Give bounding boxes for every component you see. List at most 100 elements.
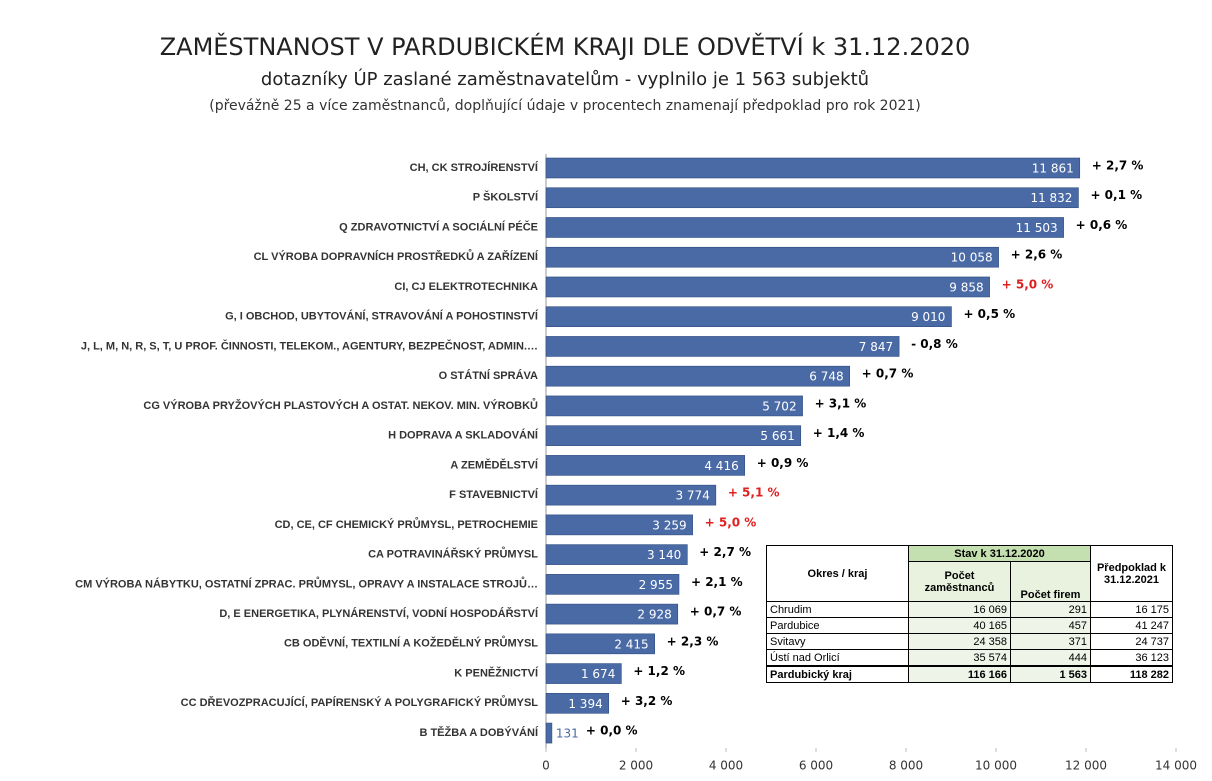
bar xyxy=(545,425,802,446)
category-label: H DOPRAVA A SKLADOVÁNÍ xyxy=(388,429,539,442)
bar xyxy=(545,544,688,565)
table-cell: 16 175 xyxy=(1090,601,1173,618)
change-label: + 0,1 % xyxy=(1090,188,1142,202)
category-label: CL VÝROBA DOPRAVNÍCH PROSTŘEDKŮ A ZAŘÍZE… xyxy=(254,249,539,263)
chart-title: ZAMĚSTNANOST V PARDUBICKÉM KRAJI DLE ODV… xyxy=(160,32,971,61)
category-label: CB ODĚVNÍ, TEXTILNÍ A KOŽEDĚLNÝ PRŮMYSL xyxy=(284,636,538,650)
table-cell: 41 247 xyxy=(1090,617,1173,634)
category-label: J, L, M, N, R, S, T, U PROF. ČINNOSTI, T… xyxy=(81,339,538,352)
category-label: B TĚŽBA A DOBÝVÁNÍ xyxy=(419,726,539,739)
summary-table: Okres / kraj Stav k 31.12.2020 Předpokla… xyxy=(766,545,1173,683)
table-body: Chrudim 16 069 291 16 175 Pardubice 40 165 457… xyxy=(766,601,1173,683)
value-label: 7 847 xyxy=(859,340,893,354)
category-label: CH, CK STROJÍRENSTVÍ xyxy=(410,161,539,174)
value-label: 10 058 xyxy=(951,251,993,265)
bar xyxy=(545,395,803,417)
change-label: + 0,9 % xyxy=(757,456,809,470)
category-label: CI, CJ ELEKTROTECHNIKA xyxy=(394,281,538,293)
bar xyxy=(545,484,717,506)
value-label: 2 955 xyxy=(639,578,673,592)
bar xyxy=(545,633,655,655)
table-cell: Ústí nad Orlicí xyxy=(766,649,909,667)
change-label: + 2,3 % xyxy=(667,634,719,648)
bar xyxy=(545,365,850,387)
bar xyxy=(545,603,679,625)
table-row: Ústí nad Orlicí 35 574 444 36 123 xyxy=(766,649,1173,667)
table-cell: 457 xyxy=(1010,617,1091,634)
table-cell: Chrudim xyxy=(766,601,909,618)
value-label: 11 503 xyxy=(1016,221,1058,235)
change-label: + 5,0 % xyxy=(705,515,757,529)
category-label: CC DŘEVOZPRACUJÍCÍ, PAPÍRENSKÝ A POLYGRA… xyxy=(181,695,539,709)
table-cell: Pardubice xyxy=(766,617,909,634)
value-label: 1 674 xyxy=(581,667,615,681)
value-label: 1 394 xyxy=(568,697,602,711)
bar xyxy=(545,574,680,595)
value-label: 5 661 xyxy=(760,429,794,443)
bar xyxy=(545,276,990,298)
value-label: 5 702 xyxy=(762,399,796,413)
bar xyxy=(545,336,900,357)
table-cell: 24 358 xyxy=(908,633,1011,650)
category-label: CD, CE, CF CHEMICKÝ PRŮMYSL, PETROCHEMIE xyxy=(275,517,538,531)
change-label: + 5,0 % xyxy=(1002,277,1054,291)
category-label: P ŠKOLSTVÍ xyxy=(473,191,539,204)
change-label: + 3,1 % xyxy=(815,396,867,410)
x-tick-label: 12 000 xyxy=(1065,759,1107,773)
bar xyxy=(545,514,693,536)
bar xyxy=(545,217,1064,238)
category-label: A ZEMĚDĚLSTVÍ xyxy=(450,458,539,471)
chart-note: (převážně 25 a více zaměstnanců, doplňuj… xyxy=(209,98,921,114)
category-label: K PENĚŽNICTVÍ xyxy=(454,666,539,679)
table-cell: 371 xyxy=(1010,633,1091,650)
category-label: F STAVEBNICTVÍ xyxy=(449,488,539,501)
table-cell: 118 282 xyxy=(1090,665,1173,683)
table-cell: 291 xyxy=(1010,601,1091,618)
change-label: + 2,7 % xyxy=(1092,159,1144,173)
bar xyxy=(545,306,952,328)
change-label: + 2,7 % xyxy=(699,545,751,559)
category-label: O STÁTNÍ SPRÁVA xyxy=(439,369,538,382)
value-label: 4 416 xyxy=(704,459,738,473)
bar xyxy=(545,455,746,476)
value-label: 2 415 xyxy=(614,637,648,651)
change-label: + 0,5 % xyxy=(963,307,1015,321)
value-label: 11 861 xyxy=(1032,162,1074,176)
change-label: + 0,7 % xyxy=(690,605,742,619)
value-label: 11 832 xyxy=(1030,191,1072,205)
table-row: Svitavy 24 358 371 24 737 xyxy=(766,633,1173,650)
value-label: 3 774 xyxy=(675,489,709,503)
category-label: Q ZDRAVOTNICTVÍ A SOCIÁLNÍ PÉČE xyxy=(339,220,538,233)
value-label: 9 858 xyxy=(949,280,983,294)
bar xyxy=(545,722,553,744)
value-label: 9 010 xyxy=(911,310,945,324)
table-cell: Pardubický kraj xyxy=(766,665,909,683)
value-label: 131 xyxy=(556,727,579,741)
change-label: + 0,0 % xyxy=(586,724,638,738)
category-label: D, E ENERGETIKA, PLYNÁRENSTVÍ, VODNÍ HOS… xyxy=(219,607,539,620)
table-cell: 24 737 xyxy=(1090,633,1173,650)
table-row: Chrudim 16 069 291 16 175 xyxy=(766,601,1173,618)
category-label: G, I OBCHOD, UBYTOVÁNÍ, STRAVOVÁNÍ A POH… xyxy=(225,310,539,323)
table-cell: Svitavy xyxy=(766,633,909,650)
table-row: Pardubický kraj 116 166 1 563 118 282 xyxy=(766,665,1173,683)
change-label: + 1,4 % xyxy=(813,426,865,440)
change-label: + 2,6 % xyxy=(1011,248,1063,262)
value-label: 6 748 xyxy=(809,370,843,384)
chart-subtitle: dotazníky ÚP zaslané zaměstnavatelům - v… xyxy=(261,68,869,90)
table-header: Okres / kraj xyxy=(766,545,909,602)
x-tick-label: 6 000 xyxy=(799,759,833,773)
bar xyxy=(545,693,610,714)
value-label: 3 259 xyxy=(652,518,686,532)
bar xyxy=(545,157,1081,179)
bar xyxy=(545,187,1079,209)
x-tick-label: 4 000 xyxy=(709,759,743,773)
table-header: Počet zaměstnanců xyxy=(908,561,1011,602)
table-header: Předpoklad k 31.12.2021 xyxy=(1090,545,1173,602)
table-cell: 35 574 xyxy=(908,649,1011,667)
change-label: + 1,2 % xyxy=(633,664,685,678)
table-cell: 40 165 xyxy=(908,617,1011,634)
table-cell: 36 123 xyxy=(1090,649,1173,667)
table-cell: 1 563 xyxy=(1010,665,1091,683)
